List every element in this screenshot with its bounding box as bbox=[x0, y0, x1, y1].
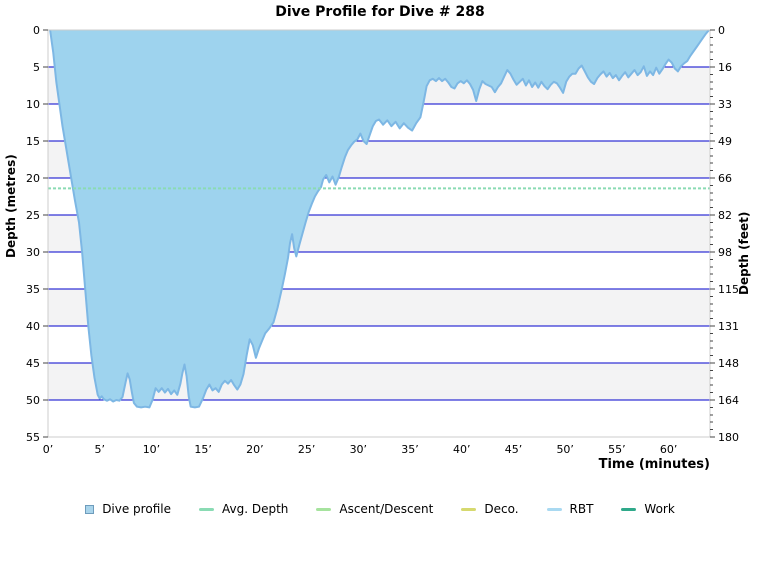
feet-tick-label: 180 bbox=[718, 431, 739, 444]
legend-label: Ascent/Descent bbox=[339, 502, 434, 516]
feet-tick-label: 148 bbox=[718, 357, 739, 370]
legend-label: Deco. bbox=[484, 502, 519, 516]
chart-legend: Dive profile Avg. Depth Ascent/Descent D… bbox=[0, 502, 760, 516]
time-tick-label: 50’ bbox=[556, 443, 574, 456]
feet-tick-label: 16 bbox=[718, 61, 732, 74]
time-tick-label: 55’ bbox=[608, 443, 626, 456]
time-tick-label: 0’ bbox=[43, 443, 54, 456]
legend-swatch-avg-depth bbox=[198, 507, 214, 511]
feet-tick-label: 115 bbox=[718, 283, 739, 296]
dive-profile-chart: 0 5 10 15 20 25 30 35 40 45 50 55 0 16 33 49 66 82 98 115 13… bbox=[26, 24, 739, 456]
metre-tick-label: 55 bbox=[26, 431, 40, 444]
dive-profile-area bbox=[49, 29, 710, 409]
x-axis: 0’ 5’ 10’ 15’ 20’ 25’ 30’ 35’ 40’ 45’ 50’ 55’ 60’ bbox=[43, 443, 678, 456]
chart-title: Dive Profile for Dive # 288 bbox=[275, 4, 485, 20]
time-tick-label: 10’ bbox=[143, 443, 161, 456]
metre-tick-label: 45 bbox=[26, 357, 40, 370]
legend-swatch-dive-profile bbox=[85, 504, 95, 514]
feet-tick-label: 49 bbox=[718, 135, 732, 148]
y-axis-feet: 0 16 33 49 66 82 98 115 131 148 164 180 bbox=[710, 24, 739, 444]
plot-border bbox=[47, 29, 711, 438]
legend-swatch-rbt bbox=[546, 507, 562, 511]
legend-item-rbt: RBT bbox=[546, 502, 594, 516]
legend-label: Avg. Depth bbox=[221, 502, 289, 516]
time-tick-label: 40’ bbox=[453, 443, 471, 456]
metre-tick-label: 15 bbox=[26, 135, 40, 148]
metre-tick-label: 20 bbox=[26, 172, 40, 185]
y-axis-label-metres: Depth (metres) bbox=[4, 154, 18, 258]
legend-swatch-ascent-descent bbox=[316, 507, 332, 511]
feet-tick-label: 33 bbox=[718, 98, 732, 111]
y-axis-label-feet: Depth (feet) bbox=[737, 211, 751, 295]
time-tick-label: 60’ bbox=[660, 443, 678, 456]
time-tick-label: 35’ bbox=[401, 443, 419, 456]
time-tick-label: 30’ bbox=[350, 443, 368, 456]
legend-swatch-deco bbox=[461, 507, 477, 511]
y-axis-metres: 0 5 10 15 20 25 30 35 40 45 50 55 bbox=[26, 24, 48, 444]
metre-tick-label: 50 bbox=[26, 394, 40, 407]
legend-swatch-work bbox=[621, 507, 637, 511]
legend-item-deco: Deco. bbox=[461, 502, 519, 516]
legend-item-avg-depth: Avg. Depth bbox=[198, 502, 289, 516]
metre-tick-label: 35 bbox=[26, 283, 40, 296]
legend-label: Work bbox=[644, 502, 675, 516]
time-tick-label: 45’ bbox=[505, 443, 523, 456]
feet-tick-label: 98 bbox=[718, 246, 732, 259]
time-tick-label: 25’ bbox=[298, 443, 316, 456]
feet-tick-label: 131 bbox=[718, 320, 739, 333]
time-tick-label: 5’ bbox=[94, 443, 105, 456]
legend-label: Dive profile bbox=[102, 502, 171, 516]
legend-label: RBT bbox=[569, 502, 594, 516]
metre-tick-label: 0 bbox=[33, 24, 40, 37]
legend-item-ascent-descent: Ascent/Descent bbox=[316, 502, 433, 516]
metre-tick-label: 25 bbox=[26, 209, 40, 222]
metre-tick-label: 10 bbox=[26, 98, 40, 111]
feet-tick-label: 164 bbox=[718, 394, 739, 407]
legend-item-work: Work bbox=[621, 502, 675, 516]
x-axis-label: Time (minutes) bbox=[598, 457, 710, 472]
metre-tick-label: 5 bbox=[33, 61, 40, 74]
legend-item-dive-profile: Dive profile bbox=[85, 502, 171, 516]
metre-tick-label: 30 bbox=[26, 246, 40, 259]
time-tick-label: 15’ bbox=[194, 443, 212, 456]
time-tick-label: 20’ bbox=[246, 443, 264, 456]
feet-tick-label: 0 bbox=[718, 24, 725, 37]
metre-tick-label: 40 bbox=[26, 320, 40, 333]
feet-tick-label: 66 bbox=[718, 172, 732, 185]
feet-tick-label: 82 bbox=[718, 209, 732, 222]
